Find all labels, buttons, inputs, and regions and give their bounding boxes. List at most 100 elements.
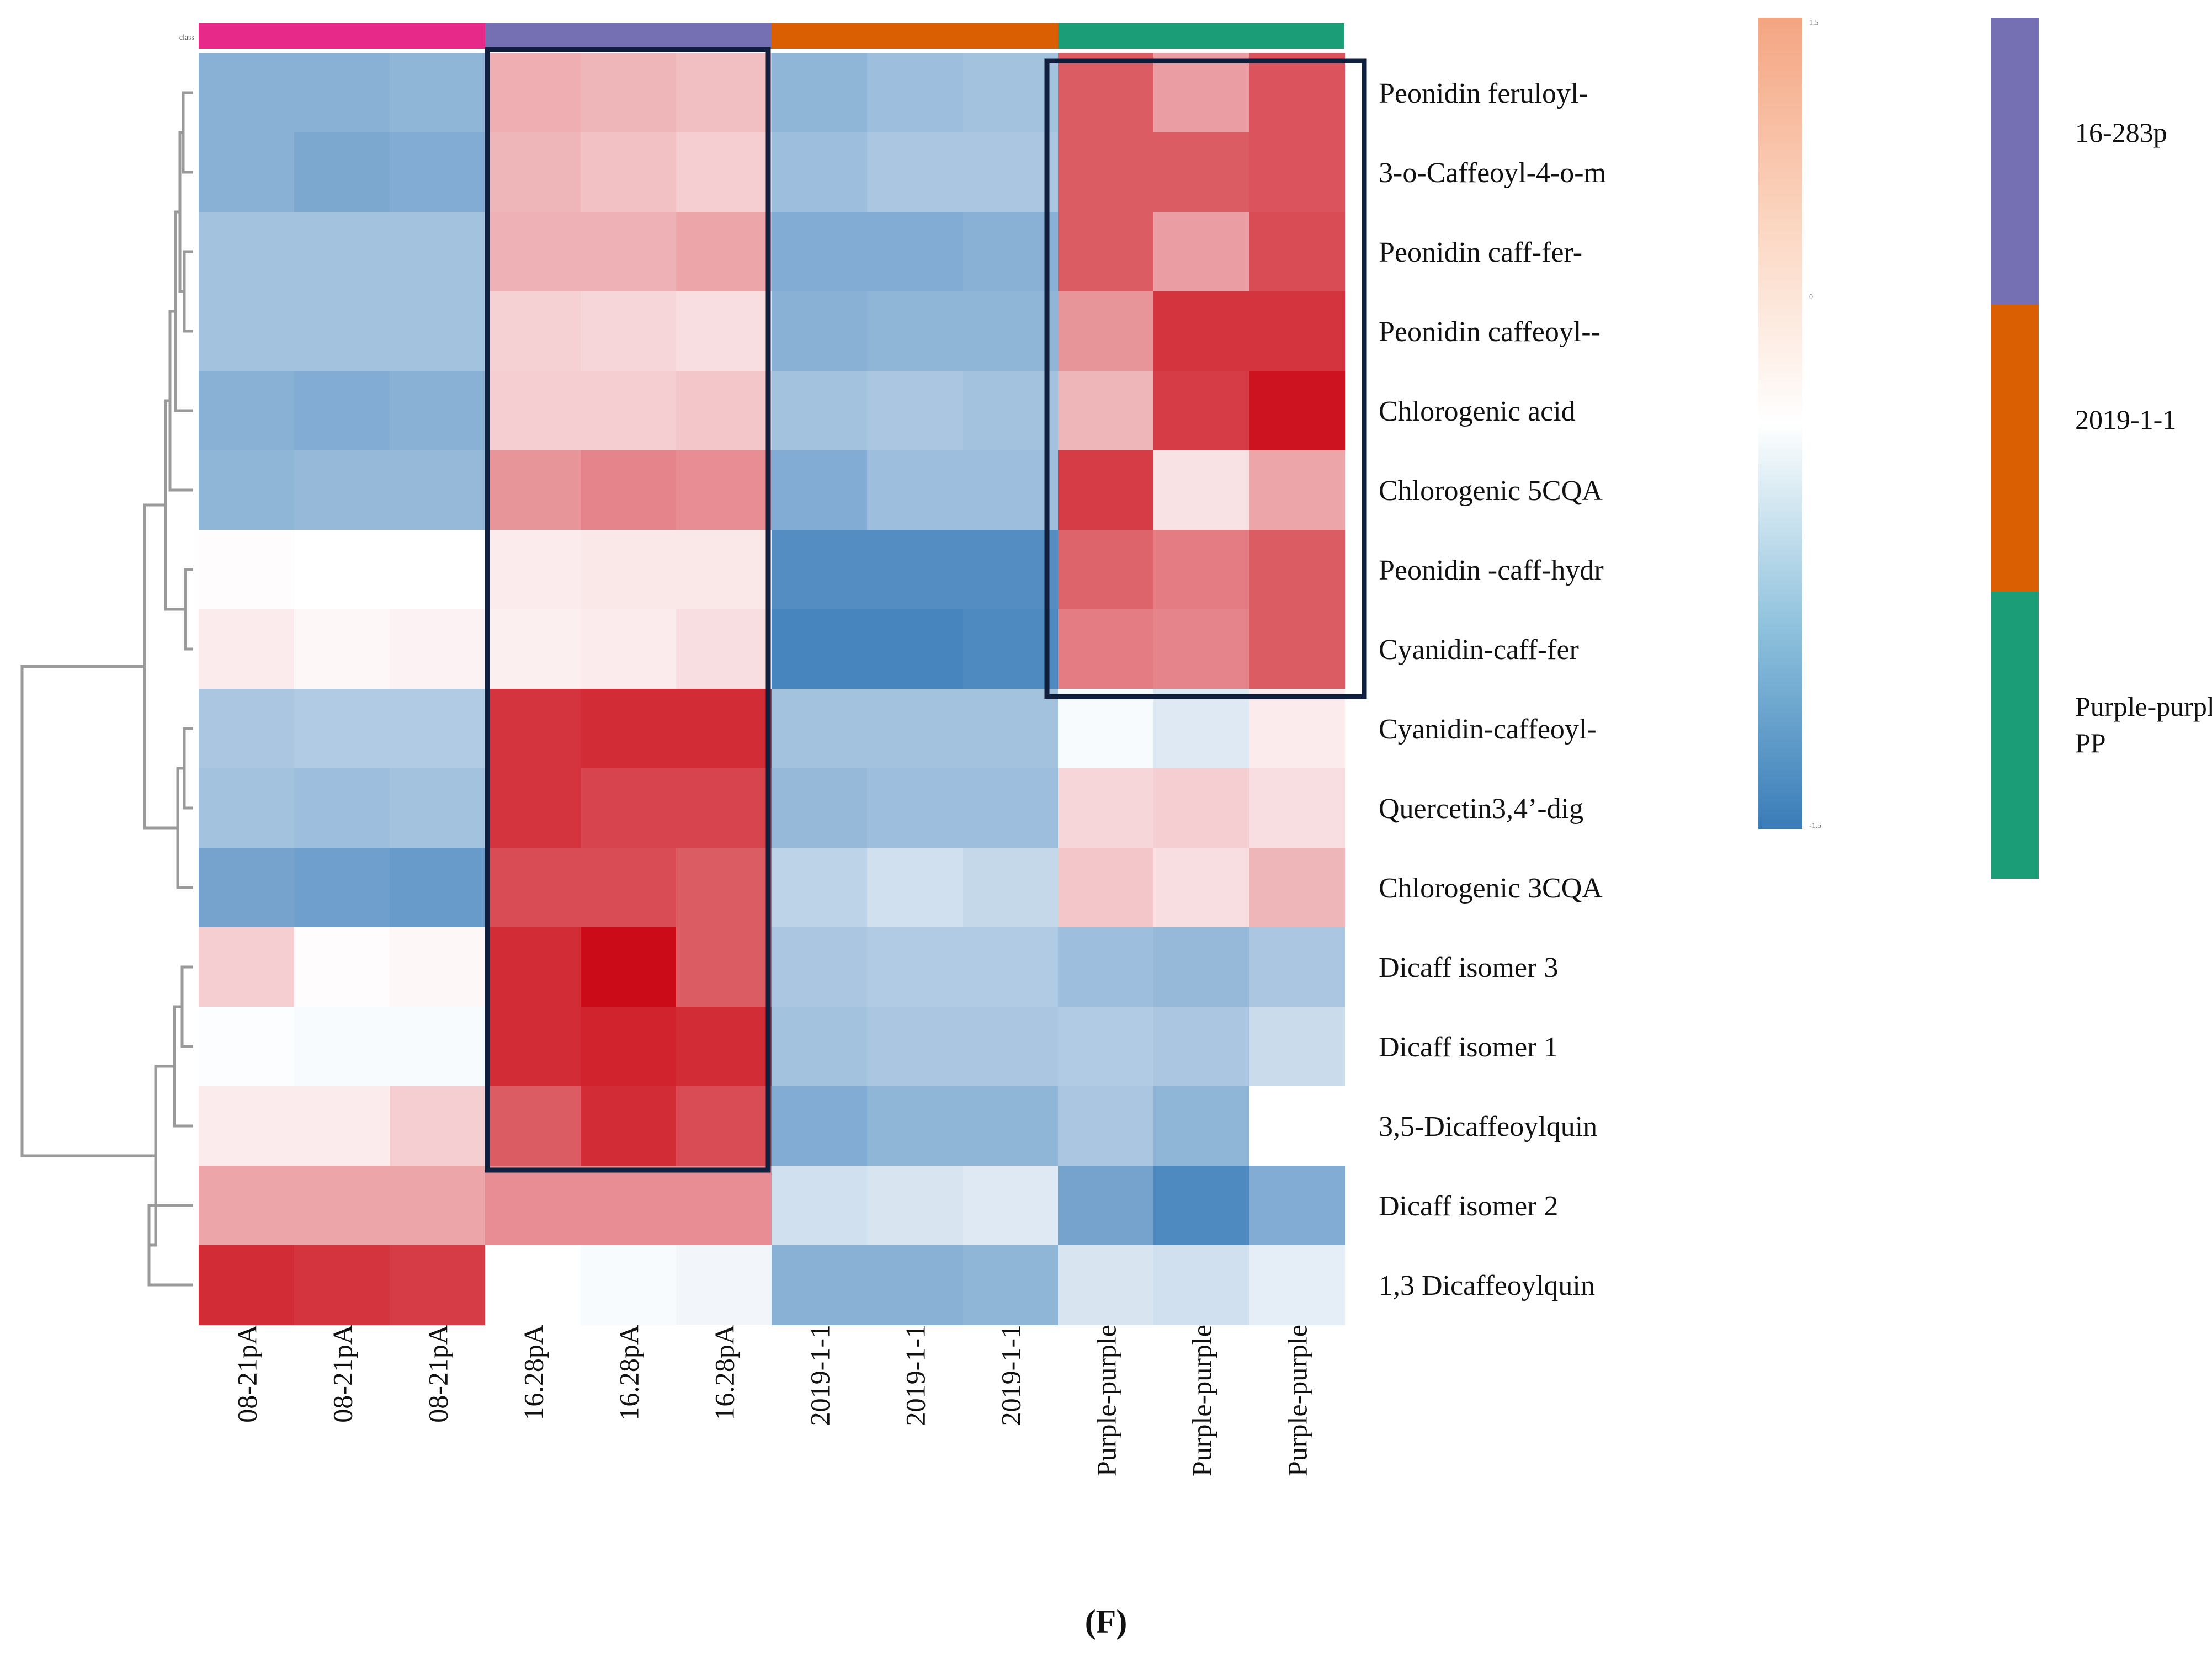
- heatmap-cell-r4-c8: [867, 291, 963, 371]
- heatmap-cell-r3-c5: [581, 212, 677, 292]
- heatmap-cell-r8-c1: [199, 609, 295, 689]
- heatmap-cell-r10-c3: [390, 768, 486, 848]
- row-label-5: Chlorogenic acid: [1379, 396, 1576, 427]
- column-label-1: 08-21pA: [232, 1325, 263, 1423]
- heatmap-cell-r2-c10: [1058, 132, 1154, 212]
- heatmap-cell-r8-c2: [294, 609, 390, 689]
- heatmap-cell-r5-c9: [963, 371, 1059, 451]
- heatmap-cell-r2-c5: [581, 132, 677, 212]
- column-labels: 08-21pA 08-21pA 08-21pA 16.28pA 16.28pA 16.28…: [232, 1325, 1313, 1476]
- heatmap-cell-r5-c10: [1058, 371, 1154, 451]
- heatmap-cell-r9-c1: [199, 689, 295, 769]
- heatmap-cell-r1-c3: [390, 53, 486, 133]
- heatmap-cell-r8-c6: [676, 609, 772, 689]
- heatmap-cell-r16-c11: [1153, 1245, 1249, 1325]
- annotation-segment-16-283p: [485, 23, 772, 49]
- heatmap-cell-r15-c12: [1249, 1166, 1345, 1246]
- heatmap-cell-r12-c12: [1249, 927, 1345, 1007]
- heatmap-cell-r16-c1: [199, 1245, 295, 1325]
- heatmap-cell-r3-c1: [199, 212, 295, 292]
- heatmap-cell-r16-c4: [485, 1245, 581, 1325]
- heatmap-cell-r10-c2: [294, 768, 390, 848]
- heatmap-cell-r13-c2: [294, 1007, 390, 1087]
- heatmap-cell-r4-c9: [963, 291, 1059, 371]
- color-scale-bar: [1758, 18, 1802, 829]
- heatmap-cell-r1-c5: [581, 53, 677, 133]
- heatmap-cell-r12-c4: [485, 927, 581, 1007]
- color-scale-tick-max: 1.5: [1809, 19, 1819, 27]
- column-label-10: Purple-purple: [1091, 1325, 1122, 1476]
- row-label-3: Peonidin caff-fer-: [1379, 237, 1582, 268]
- heatmap-cell-r13-c7: [772, 1007, 868, 1087]
- heatmap-cell-r6-c11: [1153, 450, 1249, 530]
- heatmap-cell-r2-c4: [485, 132, 581, 212]
- heatmap-cell-r15-c5: [581, 1166, 677, 1246]
- group-legend-swatch-1: [1991, 18, 2039, 305]
- heatmap-cell-r1-c11: [1153, 53, 1249, 133]
- column-label-4: 16.28pA: [518, 1325, 549, 1421]
- heatmap-cell-r1-c12: [1249, 53, 1345, 133]
- heatmap-cell-r4-c5: [581, 291, 677, 371]
- heatmap-cell-r16-c3: [390, 1245, 486, 1325]
- heatmap-cell-r14-c5: [581, 1086, 677, 1166]
- heatmap-cell-r12-c6: [676, 927, 772, 1007]
- heatmap-cell-r8-c7: [772, 609, 868, 689]
- heatmap-cell-r1-c9: [963, 53, 1059, 133]
- heatmap-cells: [199, 53, 1345, 1325]
- heatmap-cell-r1-c2: [294, 53, 390, 133]
- heatmap-cell-r5-c7: [772, 371, 868, 451]
- heatmap-cell-r15-c6: [676, 1166, 772, 1246]
- heatmap-cell-r4-c1: [199, 291, 295, 371]
- row-dendrogram: [20, 91, 193, 1287]
- heatmap-cell-r9-c2: [294, 689, 390, 769]
- heatmap-cell-r15-c7: [772, 1166, 868, 1246]
- heatmap-cell-r8-c3: [390, 609, 486, 689]
- heatmap-cell-r10-c7: [772, 768, 868, 848]
- heatmap-cell-r13-c10: [1058, 1007, 1154, 1087]
- heatmap-cell-r4-c2: [294, 291, 390, 371]
- heatmap-cell-r7-c6: [676, 530, 772, 610]
- heatmap-cell-r15-c1: [199, 1166, 295, 1246]
- heatmap-cell-r8-c11: [1153, 609, 1249, 689]
- heatmap-cell-r12-c10: [1058, 927, 1154, 1007]
- dendrogram-link-10: [143, 503, 178, 830]
- heatmap-cell-r14-c6: [676, 1086, 772, 1166]
- heatmap-cell-r14-c4: [485, 1086, 581, 1166]
- group-legend-label-3: Purple-purple PP: [2075, 691, 2212, 758]
- heatmap-cell-r2-c12: [1249, 132, 1345, 212]
- column-annotation-bar: [199, 23, 1344, 49]
- heatmap-cell-r8-c9: [963, 609, 1059, 689]
- annotation-segment-2019-1-1: [772, 23, 1058, 49]
- heatmap-cell-r10-c1: [199, 768, 295, 848]
- row-label-10: Quercetin3,4’-dig: [1379, 793, 1583, 825]
- heatmap-cell-r2-c6: [676, 132, 772, 212]
- heatmap-cell-r4-c12: [1249, 291, 1345, 371]
- heatmap-cell-r5-c1: [199, 371, 295, 451]
- column-label-11: Purple-purple: [1187, 1325, 1217, 1476]
- heatmap-cell-r5-c5: [581, 371, 677, 451]
- heatmap-cell-r13-c5: [581, 1007, 677, 1087]
- heatmap-cell-r14-c12: [1249, 1086, 1345, 1166]
- annotation-segment-purple-purple-pp: [1058, 23, 1344, 49]
- heatmap-cell-r7-c12: [1249, 530, 1345, 610]
- color-scale-legend: 1.5 0 -1.5: [1758, 18, 1821, 830]
- heatmap-cell-r3-c7: [772, 212, 868, 292]
- column-label-3: 08-21pA: [423, 1325, 454, 1423]
- heatmap-cell-r13-c4: [485, 1007, 581, 1087]
- heatmap-cell-r15-c3: [390, 1166, 486, 1246]
- heatmap-cell-r16-c10: [1058, 1245, 1154, 1325]
- heatmap-cell-r3-c4: [485, 212, 581, 292]
- heatmap-cell-r11-c3: [390, 848, 486, 928]
- heatmap-cell-r16-c7: [772, 1245, 868, 1325]
- heatmap-cell-r14-c11: [1153, 1086, 1249, 1166]
- heatmap-cell-r11-c11: [1153, 848, 1249, 928]
- annotation-label: class: [179, 34, 194, 42]
- heatmap-cell-r6-c4: [485, 450, 581, 530]
- row-label-16: 1,3 Dicaffeoylquin: [1379, 1270, 1595, 1301]
- heatmap-cell-r7-c7: [772, 530, 868, 610]
- heatmap-cell-r3-c3: [390, 212, 486, 292]
- heatmap-cell-r13-c8: [867, 1007, 963, 1087]
- row-label-11: Chlorogenic 3CQA: [1379, 873, 1603, 904]
- heatmap-cell-r11-c7: [772, 848, 868, 928]
